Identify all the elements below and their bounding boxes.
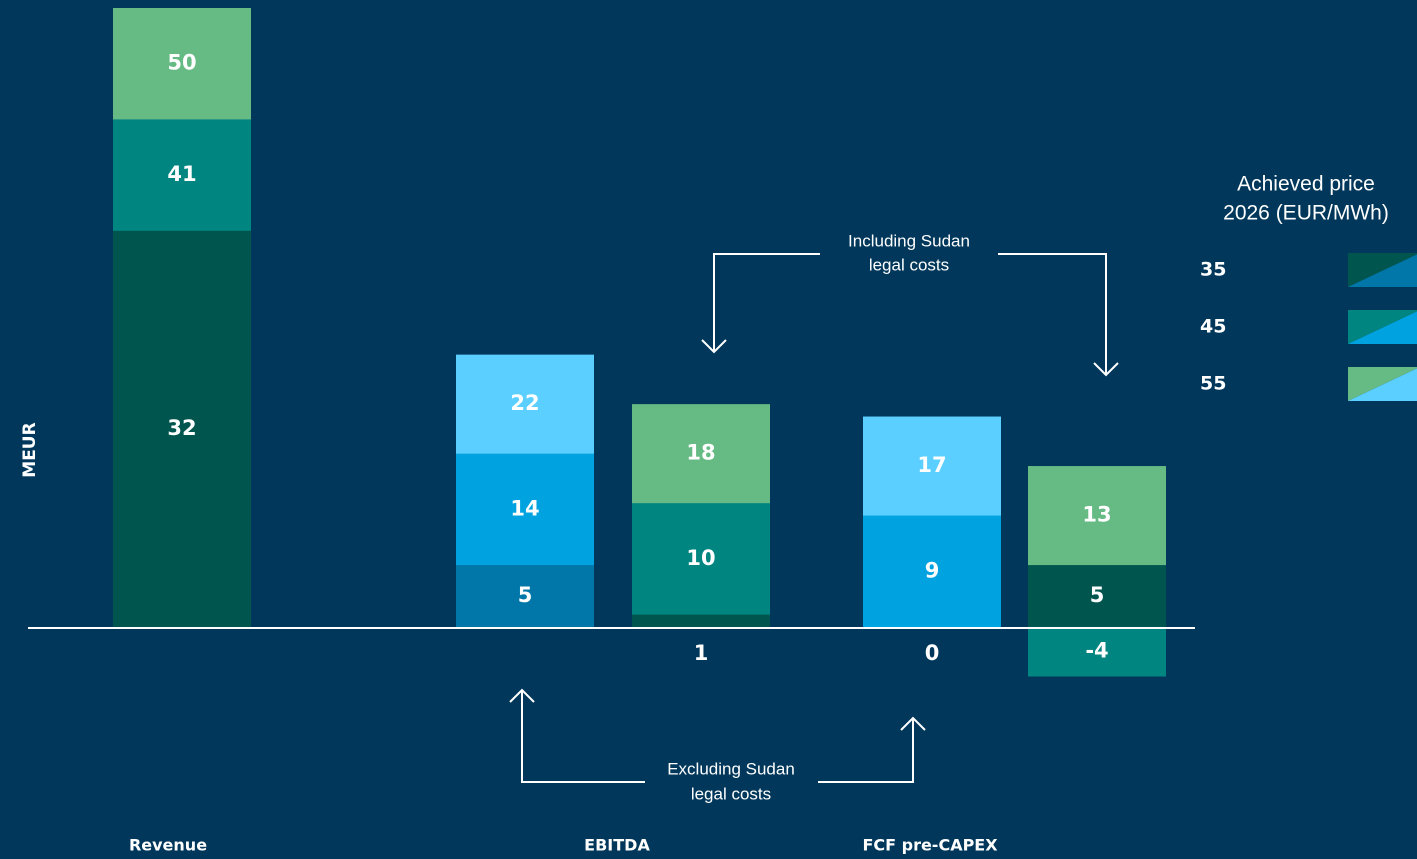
legend-title: Achieved price xyxy=(1237,173,1375,196)
annotation: legal costs xyxy=(869,255,949,274)
legend-label: 45 xyxy=(1200,316,1226,338)
value-label: 5 xyxy=(1090,583,1105,607)
annotation: legal costs xyxy=(691,784,771,803)
legend-title: 2026 (EUR/MWh) xyxy=(1223,202,1389,225)
annotation: Including Sudan xyxy=(848,231,970,250)
bracket-including xyxy=(701,253,1119,377)
value-label: 18 xyxy=(686,441,715,465)
legend-swatch xyxy=(1348,253,1417,287)
bars xyxy=(113,8,1166,677)
legend-swatch xyxy=(1348,254,1417,287)
value-label: 50 xyxy=(167,51,196,75)
value-label: 14 xyxy=(510,496,539,520)
category-label: EBITDA xyxy=(584,836,650,855)
value-label: 32 xyxy=(167,416,196,440)
bar-segment xyxy=(113,230,251,627)
value-label: -4 xyxy=(1085,639,1108,663)
value-label: 22 xyxy=(510,391,539,415)
bar-segment xyxy=(632,614,770,627)
bar-segment xyxy=(1028,626,1166,677)
legend-swatch xyxy=(1348,310,1417,344)
value-label: 5 xyxy=(518,583,533,607)
legend-swatch xyxy=(1348,311,1417,344)
value-label: 41 xyxy=(167,162,196,186)
legend-label: 35 xyxy=(1200,259,1226,281)
bar-segment xyxy=(863,515,1001,627)
value-label: 13 xyxy=(1082,503,1111,527)
y-axis-label: MEUR xyxy=(20,422,40,477)
bar-segment xyxy=(456,565,594,627)
bar-segment xyxy=(632,503,770,627)
legend-swatch xyxy=(1348,368,1417,401)
category-label: Revenue xyxy=(129,836,207,855)
value-label: 0 xyxy=(925,641,940,665)
value-label: 10 xyxy=(686,546,715,570)
bar-segment xyxy=(1028,565,1166,627)
value-label: 17 xyxy=(917,453,946,477)
annotation: Excluding Sudan xyxy=(667,759,795,778)
category-label: FCF pre-CAPEX xyxy=(862,836,998,855)
legend-swatch xyxy=(1348,367,1417,401)
value-label: 1 xyxy=(694,641,709,665)
value-label: 9 xyxy=(925,558,940,582)
bracket-excluding xyxy=(509,688,926,783)
legend-label: 55 xyxy=(1200,373,1226,395)
